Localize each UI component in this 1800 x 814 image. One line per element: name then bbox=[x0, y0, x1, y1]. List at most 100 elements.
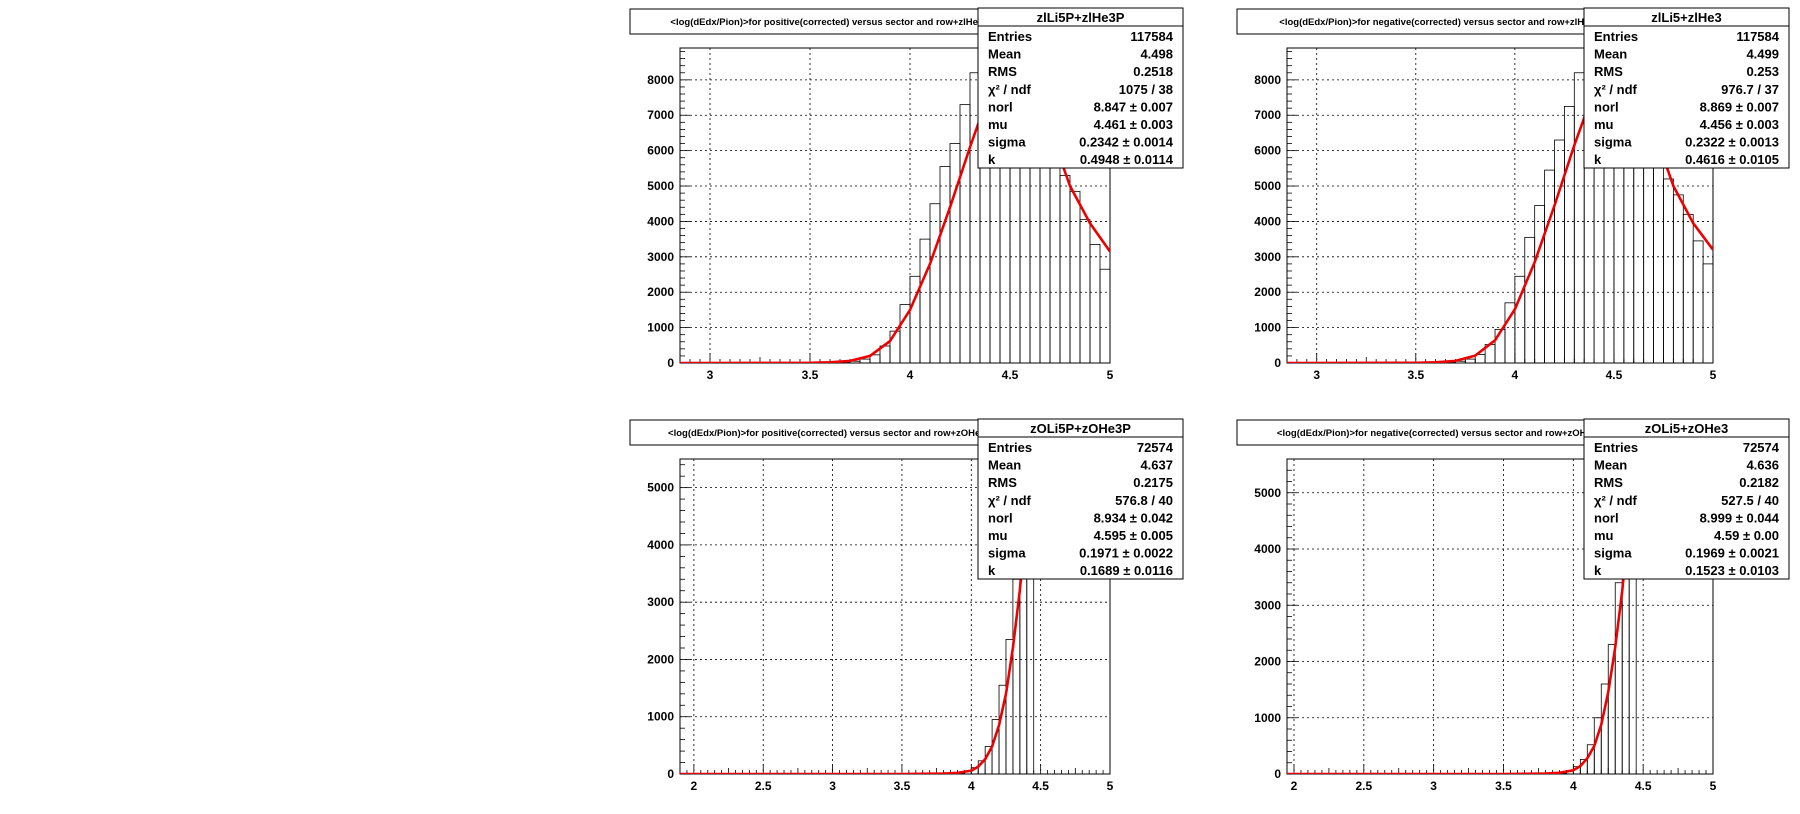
pad3-stats-box bbox=[977, 418, 1184, 580]
pad3-title-box bbox=[629, 419, 1031, 446]
pad3-x-tick-label: 2 bbox=[691, 779, 698, 793]
pad2-x-tick-label: 4 bbox=[1512, 368, 1519, 382]
pad3-stats-label: norl bbox=[988, 510, 1013, 525]
pad3-stats-value: 0.1689 ± 0.0116 bbox=[1080, 563, 1173, 578]
pad2-stats-value: 4.456 ± 0.003 bbox=[1700, 117, 1779, 132]
pad1-stats-value: 0.2342 ± 0.0014 bbox=[1079, 135, 1174, 150]
pad2-title: <log(dEdx/Pion)>for negative(corrected) … bbox=[1279, 17, 1594, 28]
pad4-stats-label: norl bbox=[1594, 510, 1619, 525]
pad1-y-tick-label: 5000 bbox=[647, 179, 674, 193]
pad2-stats-value: 0.253 bbox=[1746, 64, 1779, 79]
pad2-stats-box bbox=[1583, 7, 1790, 169]
pad4-stats-label: Mean bbox=[1594, 458, 1627, 473]
pad1-y-tick-label: 2000 bbox=[647, 285, 674, 299]
pad3-stats-value: 4.637 bbox=[1140, 458, 1173, 473]
pad1-y-tick-label: 3000 bbox=[647, 250, 674, 264]
pad3-x-tick-label: 2.5 bbox=[755, 779, 772, 793]
pad3-stats-value: 4.595 ± 0.005 bbox=[1094, 528, 1173, 543]
pad2-stats-label: χ² / ndf bbox=[1594, 82, 1638, 97]
pad1-x-tick-label: 3 bbox=[707, 368, 714, 382]
pad1-stats-label: χ² / ndf bbox=[988, 82, 1032, 97]
pad2-y-tick-label: 8000 bbox=[1254, 73, 1281, 87]
pad4-stats-value: 4.59 ± 0.00 bbox=[1714, 528, 1779, 543]
pad1-stats-value: 4.498 bbox=[1140, 47, 1173, 62]
pad2-stats-value: 976.7 / 37 bbox=[1721, 82, 1779, 97]
pad3-y-tick-label: 2000 bbox=[647, 652, 674, 666]
pad3-stats-label: Entries bbox=[988, 440, 1032, 455]
pad3-x-tick-label: 5 bbox=[1107, 779, 1114, 793]
pad4-stats-label: χ² / ndf bbox=[1594, 493, 1638, 508]
pad4-stats-value: 0.1969 ± 0.0021 bbox=[1685, 546, 1779, 561]
pad4-stats-name: zOLi5+zOHe3 bbox=[1645, 421, 1728, 436]
pad4-stats-value: 527.5 / 40 bbox=[1721, 493, 1779, 508]
pad2-y-tick-label: 2000 bbox=[1254, 285, 1281, 299]
pad4-stats-value: 0.1523 ± 0.0103 bbox=[1685, 563, 1779, 578]
pad4-stats-value: 0.2182 bbox=[1739, 475, 1779, 490]
pad2-stats-label: k bbox=[1594, 152, 1602, 167]
pad2-y-tick-label: 4000 bbox=[1254, 214, 1281, 228]
pad1-x-tick-label: 4.5 bbox=[1002, 368, 1019, 382]
pad3-stats-value: 72574 bbox=[1137, 440, 1174, 455]
pad3-stats-value: 0.1971 ± 0.0022 bbox=[1079, 546, 1173, 561]
pad4-x-tick-label: 2.5 bbox=[1355, 779, 1372, 793]
pad4-x-tick-label: 3.5 bbox=[1495, 779, 1512, 793]
pad4-y-tick-label: 3000 bbox=[1254, 598, 1281, 612]
pad3-stats-label: Mean bbox=[988, 458, 1021, 473]
pad1-y-tick-label: 1000 bbox=[647, 321, 674, 335]
pad4-y-tick-label: 5000 bbox=[1254, 486, 1281, 500]
pad1-stats-value: 1075 / 38 bbox=[1119, 82, 1173, 97]
pad2-y-tick-label: 1000 bbox=[1254, 321, 1281, 335]
pad1-y-tick-label: 8000 bbox=[647, 73, 674, 87]
pad4-x-tick-label: 5 bbox=[1710, 779, 1717, 793]
pad1-stats-value: 0.2518 bbox=[1133, 64, 1173, 79]
pad3-stats-value: 576.8 / 40 bbox=[1115, 493, 1173, 508]
pad3-fit-curve bbox=[680, 459, 1034, 774]
pad3-stats-label: k bbox=[988, 563, 996, 578]
pad1-stats-label: sigma bbox=[988, 135, 1026, 150]
pad2-stats-value: 4.499 bbox=[1746, 47, 1779, 62]
pad1-stats-label: Mean bbox=[988, 47, 1021, 62]
pad4-y-tick-label: 1000 bbox=[1254, 711, 1281, 725]
pad1-stats-value: 4.461 ± 0.003 bbox=[1094, 117, 1173, 132]
pad4-x-tick-label: 3 bbox=[1430, 779, 1437, 793]
pad2-stats-label: mu bbox=[1594, 117, 1614, 132]
pad4-stats-box bbox=[1583, 418, 1790, 580]
pad4-x-tick-label: 4.5 bbox=[1635, 779, 1652, 793]
pad4-title: <log(dEdx/Pion)>for negative(corrected) … bbox=[1277, 428, 1597, 439]
pad1-x-tick-label: 5 bbox=[1107, 368, 1114, 382]
pad3-title: <log(dEdx/Pion)>for positive(corrected) … bbox=[668, 428, 993, 439]
pad2-stats-value: 0.4616 ± 0.0105 bbox=[1685, 152, 1779, 167]
pad4-stats-label: mu bbox=[1594, 528, 1614, 543]
pad3-stats-label: mu bbox=[988, 528, 1008, 543]
pad1-stats-name: zlLi5P+zlHe3P bbox=[1037, 10, 1125, 25]
pad2-x-tick-label: 4.5 bbox=[1606, 368, 1623, 382]
pad4-x-tick-label: 4 bbox=[1570, 779, 1577, 793]
pad2-y-tick-label: 5000 bbox=[1254, 179, 1281, 193]
pad4-y-tick-label: 2000 bbox=[1254, 655, 1281, 669]
pad2-x-tick-label: 5 bbox=[1710, 368, 1717, 382]
pad3-y-tick-label: 1000 bbox=[647, 710, 674, 724]
pad3-y-tick-label: 3000 bbox=[647, 595, 674, 609]
pad2-stats-label: RMS bbox=[1594, 64, 1623, 79]
pad4-y-tick-label: 0 bbox=[1274, 767, 1281, 781]
pad2-stats-label: Mean bbox=[1594, 47, 1627, 62]
pad3-x-tick-label: 4 bbox=[968, 779, 975, 793]
pad2-y-tick-label: 0 bbox=[1274, 356, 1281, 370]
pad2-stats-value: 117584 bbox=[1736, 29, 1779, 44]
pad1-stats-label: RMS bbox=[988, 64, 1017, 79]
pad4-stats-label: k bbox=[1594, 563, 1602, 578]
pad1-stats-label: Entries bbox=[988, 29, 1032, 44]
pad1-x-tick-label: 4 bbox=[907, 368, 914, 382]
pad3-x-tick-label: 3.5 bbox=[894, 779, 911, 793]
pad1-stats-label: norl bbox=[988, 99, 1013, 114]
pad1-y-tick-label: 4000 bbox=[647, 214, 674, 228]
pad3-stats-label: sigma bbox=[988, 546, 1026, 561]
pad1-x-tick-label: 3.5 bbox=[802, 368, 819, 382]
pad2-y-tick-label: 3000 bbox=[1254, 250, 1281, 264]
pad1-title-box bbox=[629, 8, 1031, 35]
pad1-y-tick-label: 6000 bbox=[647, 144, 674, 158]
pad1-stats-value: 0.4948 ± 0.0114 bbox=[1080, 152, 1174, 167]
pad4-stats-value: 72574 bbox=[1743, 440, 1780, 455]
pad2-stats-label: Entries bbox=[1594, 29, 1638, 44]
